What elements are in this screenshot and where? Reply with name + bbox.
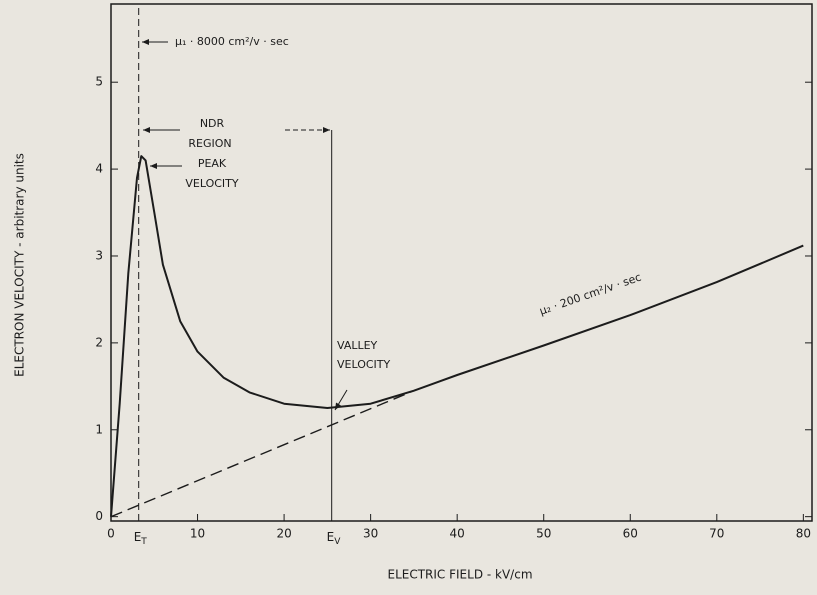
ndr-label: NDR (200, 117, 225, 130)
plot-frame (111, 4, 812, 521)
x-tick-label: 30 (363, 527, 378, 541)
mu2-label: μ₂ · 200 cm²/v · sec (538, 271, 643, 318)
velocity-curve (111, 156, 803, 517)
field-marker-letter: E (327, 530, 335, 544)
y-axis-label: ELECTRON VELOCITY - arbitrary units (13, 153, 27, 377)
field-marker-label: EV (327, 530, 342, 547)
x-tick-label: 50 (536, 527, 551, 541)
mobility-line (111, 391, 414, 517)
chart: ELECTRIC FIELD - kV/cm ELECTRON VELOCITY… (0, 0, 817, 595)
x-tick-label: 60 (623, 527, 638, 541)
valley-label: VALLEY (337, 339, 378, 352)
peak-label: PEAK (198, 157, 227, 170)
y-tick-label: 1 (95, 422, 103, 436)
mu1-label: μ₁ · 8000 cm²/v · sec (175, 35, 289, 48)
y-tick-label: 0 (95, 509, 103, 523)
x-tick-label: 0 (107, 527, 115, 541)
field-marker-subscript: V (334, 537, 341, 547)
page: {"chart_data": {"type": "line", "x_label… (0, 0, 817, 595)
y-tick-label: 4 (95, 162, 103, 176)
field-marker-label: ET (134, 530, 148, 547)
x-tick-label: 80 (796, 527, 811, 541)
valley-velocity-label: VELOCITY (337, 358, 391, 371)
y-tick-label: 3 (95, 248, 103, 262)
y-tick-label: 2 (95, 335, 103, 349)
y-tick-label: 5 (95, 75, 103, 89)
x-axis-label: ELECTRIC FIELD - kV/cm (387, 568, 532, 582)
peak-velocity-label: VELOCITY (185, 177, 239, 190)
field-marker-letter: E (134, 530, 142, 544)
field-marker-subscript: T (140, 537, 147, 547)
x-tick-label: 20 (276, 527, 291, 541)
x-tick-label: 10 (190, 527, 205, 541)
region-label: REGION (188, 137, 231, 150)
x-tick-label: 40 (450, 527, 465, 541)
x-tick-label: 70 (709, 527, 724, 541)
